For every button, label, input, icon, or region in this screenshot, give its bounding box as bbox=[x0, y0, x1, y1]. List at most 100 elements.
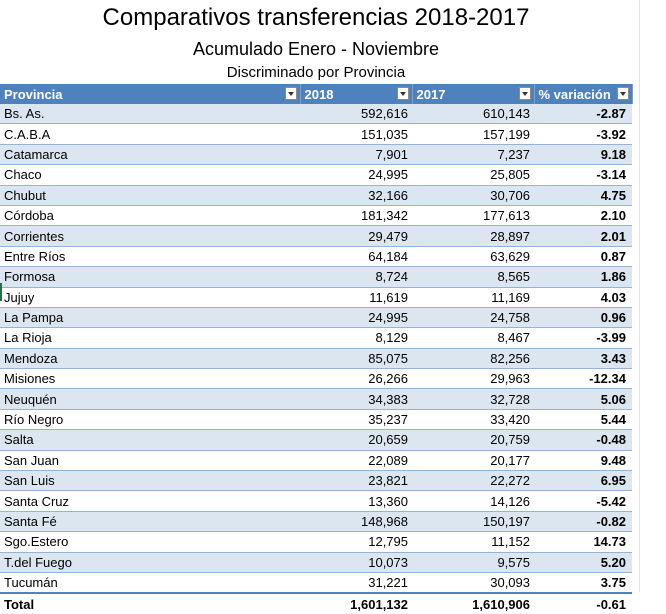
cell-2018[interactable]: 13,360 bbox=[300, 490, 412, 512]
cell-2018[interactable]: 148,968 bbox=[300, 511, 412, 533]
filter-dropdown-icon[interactable] bbox=[518, 87, 531, 100]
cell-provincia[interactable]: Catamarca bbox=[0, 144, 300, 166]
cell-2017[interactable]: 11,169 bbox=[412, 287, 534, 308]
cell-2018[interactable]: 8,129 bbox=[300, 327, 412, 349]
col-header-2018[interactable]: 2018 bbox=[300, 84, 413, 104]
cell-variacion[interactable]: -12.34 bbox=[534, 368, 632, 390]
cell-2018[interactable]: 181,342 bbox=[300, 205, 412, 227]
cell-variacion[interactable]: 2.01 bbox=[534, 225, 632, 247]
cell-2017[interactable]: 8,467 bbox=[412, 327, 534, 349]
cell-variacion[interactable]: -5.42 bbox=[534, 490, 632, 512]
cell-provincia[interactable]: Chubut bbox=[0, 185, 300, 206]
cell-2018[interactable]: 7,901 bbox=[300, 144, 412, 166]
cell-2017[interactable]: 29,963 bbox=[412, 368, 534, 390]
cell-provincia[interactable]: Mendoza bbox=[0, 348, 300, 370]
cell-provincia[interactable]: Río Negro bbox=[0, 409, 300, 431]
cell-variacion[interactable]: -3.99 bbox=[534, 327, 632, 349]
cell-variacion[interactable]: 9.48 bbox=[534, 450, 632, 472]
cell-provincia[interactable]: La Pampa bbox=[0, 307, 300, 329]
cell-2017[interactable]: 20,177 bbox=[412, 450, 534, 472]
cell-provincia[interactable]: Bs. As. bbox=[0, 104, 300, 125]
cell-provincia[interactable]: T.del Fuego bbox=[0, 552, 300, 573]
cell-2017[interactable]: 30,093 bbox=[412, 572, 534, 594]
cell-provincia[interactable]: Misiones bbox=[0, 368, 300, 390]
cell-variacion[interactable]: 1.86 bbox=[534, 266, 632, 288]
cell-2018[interactable]: 32,166 bbox=[300, 185, 412, 206]
cell-provincia[interactable]: Tucumán bbox=[0, 572, 300, 594]
cell-variacion[interactable]: 2.10 bbox=[534, 205, 632, 227]
cell-provincia[interactable]: Neuquén bbox=[0, 388, 300, 410]
col-header-variacion[interactable]: % variación bbox=[534, 84, 633, 104]
cell-variacion[interactable]: -0.48 bbox=[534, 429, 632, 451]
cell-provincia[interactable]: Formosa bbox=[0, 266, 300, 288]
cell-2018[interactable]: 22,089 bbox=[300, 450, 412, 472]
cell-2018[interactable]: 151,035 bbox=[300, 123, 412, 145]
cell-provincia[interactable]: Jujuy bbox=[0, 287, 300, 308]
cell-variacion[interactable]: -2.87 bbox=[534, 104, 632, 125]
cell-2017[interactable]: 14,126 bbox=[412, 490, 534, 512]
cell-2018[interactable]: 24,995 bbox=[300, 307, 412, 329]
cell-provincia[interactable]: Salta bbox=[0, 429, 300, 451]
cell-2018[interactable]: 20,659 bbox=[300, 429, 412, 451]
cell-2018[interactable]: 26,266 bbox=[300, 368, 412, 390]
cell-provincia[interactable]: Sgo.Estero bbox=[0, 531, 300, 553]
cell-2017[interactable]: 30,706 bbox=[412, 185, 534, 206]
cell-2017[interactable]: 8,565 bbox=[412, 266, 534, 288]
cell-variacion[interactable]: -3.14 bbox=[534, 164, 632, 186]
cell-2018[interactable]: 64,184 bbox=[300, 246, 412, 268]
cell-2017[interactable]: 177,613 bbox=[412, 205, 534, 227]
cell-provincia[interactable]: Santa Cruz bbox=[0, 490, 300, 512]
cell-provincia[interactable]: San Luis bbox=[0, 470, 300, 492]
cell-provincia[interactable]: C.A.B.A bbox=[0, 123, 300, 145]
cell-2017[interactable]: 32,728 bbox=[412, 388, 534, 410]
total-2017[interactable]: 1,610,906 bbox=[412, 592, 534, 614]
cell-2017[interactable]: 22,272 bbox=[412, 470, 534, 492]
cell-2018[interactable]: 12,795 bbox=[300, 531, 412, 553]
cell-provincia[interactable]: Córdoba bbox=[0, 205, 300, 227]
total-variacion[interactable]: -0.61 bbox=[534, 592, 632, 614]
total-label[interactable]: Total bbox=[0, 592, 300, 614]
cell-2018[interactable]: 11,619 bbox=[300, 287, 412, 308]
cell-variacion[interactable]: 5.44 bbox=[534, 409, 632, 431]
cell-variacion[interactable]: -0.82 bbox=[534, 511, 632, 533]
cell-2018[interactable]: 35,237 bbox=[300, 409, 412, 431]
cell-2018[interactable]: 592,616 bbox=[300, 104, 412, 125]
cell-variacion[interactable]: -3.92 bbox=[534, 123, 632, 145]
cell-provincia[interactable]: Entre Ríos bbox=[0, 246, 300, 268]
cell-variacion[interactable]: 6.95 bbox=[534, 470, 632, 492]
cell-2017[interactable]: 63,629 bbox=[412, 246, 534, 268]
cell-provincia[interactable]: Corrientes bbox=[0, 225, 300, 247]
cell-variacion[interactable]: 14.73 bbox=[534, 531, 632, 553]
cell-2017[interactable]: 20,759 bbox=[412, 429, 534, 451]
cell-2018[interactable]: 31,221 bbox=[300, 572, 412, 594]
cell-2017[interactable]: 28,897 bbox=[412, 225, 534, 247]
filter-dropdown-icon[interactable] bbox=[616, 87, 629, 100]
cell-2018[interactable]: 23,821 bbox=[300, 470, 412, 492]
cell-variacion[interactable]: 0.96 bbox=[534, 307, 632, 329]
cell-2017[interactable]: 24,758 bbox=[412, 307, 534, 329]
cell-2017[interactable]: 157,199 bbox=[412, 123, 534, 145]
cell-2017[interactable]: 9,575 bbox=[412, 552, 534, 573]
cell-provincia[interactable]: La Rioja bbox=[0, 327, 300, 349]
cell-2017[interactable]: 25,805 bbox=[412, 164, 534, 186]
cell-2018[interactable]: 34,383 bbox=[300, 388, 412, 410]
cell-2017[interactable]: 11,152 bbox=[412, 531, 534, 553]
cell-variacion[interactable]: 4.03 bbox=[534, 287, 632, 308]
cell-2018[interactable]: 10,073 bbox=[300, 552, 412, 573]
cell-2017[interactable]: 150,197 bbox=[412, 511, 534, 533]
col-header-provincia[interactable]: Provincia bbox=[0, 84, 301, 104]
cell-2018[interactable]: 85,075 bbox=[300, 348, 412, 370]
cell-variacion[interactable]: 3.75 bbox=[534, 572, 632, 594]
cell-provincia[interactable]: Santa Fé bbox=[0, 511, 300, 533]
cell-2018[interactable]: 24,995 bbox=[300, 164, 412, 186]
cell-provincia[interactable]: San Juan bbox=[0, 450, 300, 472]
cell-2017[interactable]: 610,143 bbox=[412, 104, 534, 125]
cell-provincia[interactable]: Chaco bbox=[0, 164, 300, 186]
cell-variacion[interactable]: 3.43 bbox=[534, 348, 632, 370]
cell-variacion[interactable]: 5.20 bbox=[534, 552, 632, 573]
cell-variacion[interactable]: 0.87 bbox=[534, 246, 632, 268]
cell-2017[interactable]: 33,420 bbox=[412, 409, 534, 431]
cell-variacion[interactable]: 4.75 bbox=[534, 185, 632, 206]
cell-variacion[interactable]: 9.18 bbox=[534, 144, 632, 166]
cell-2018[interactable]: 29,479 bbox=[300, 225, 412, 247]
